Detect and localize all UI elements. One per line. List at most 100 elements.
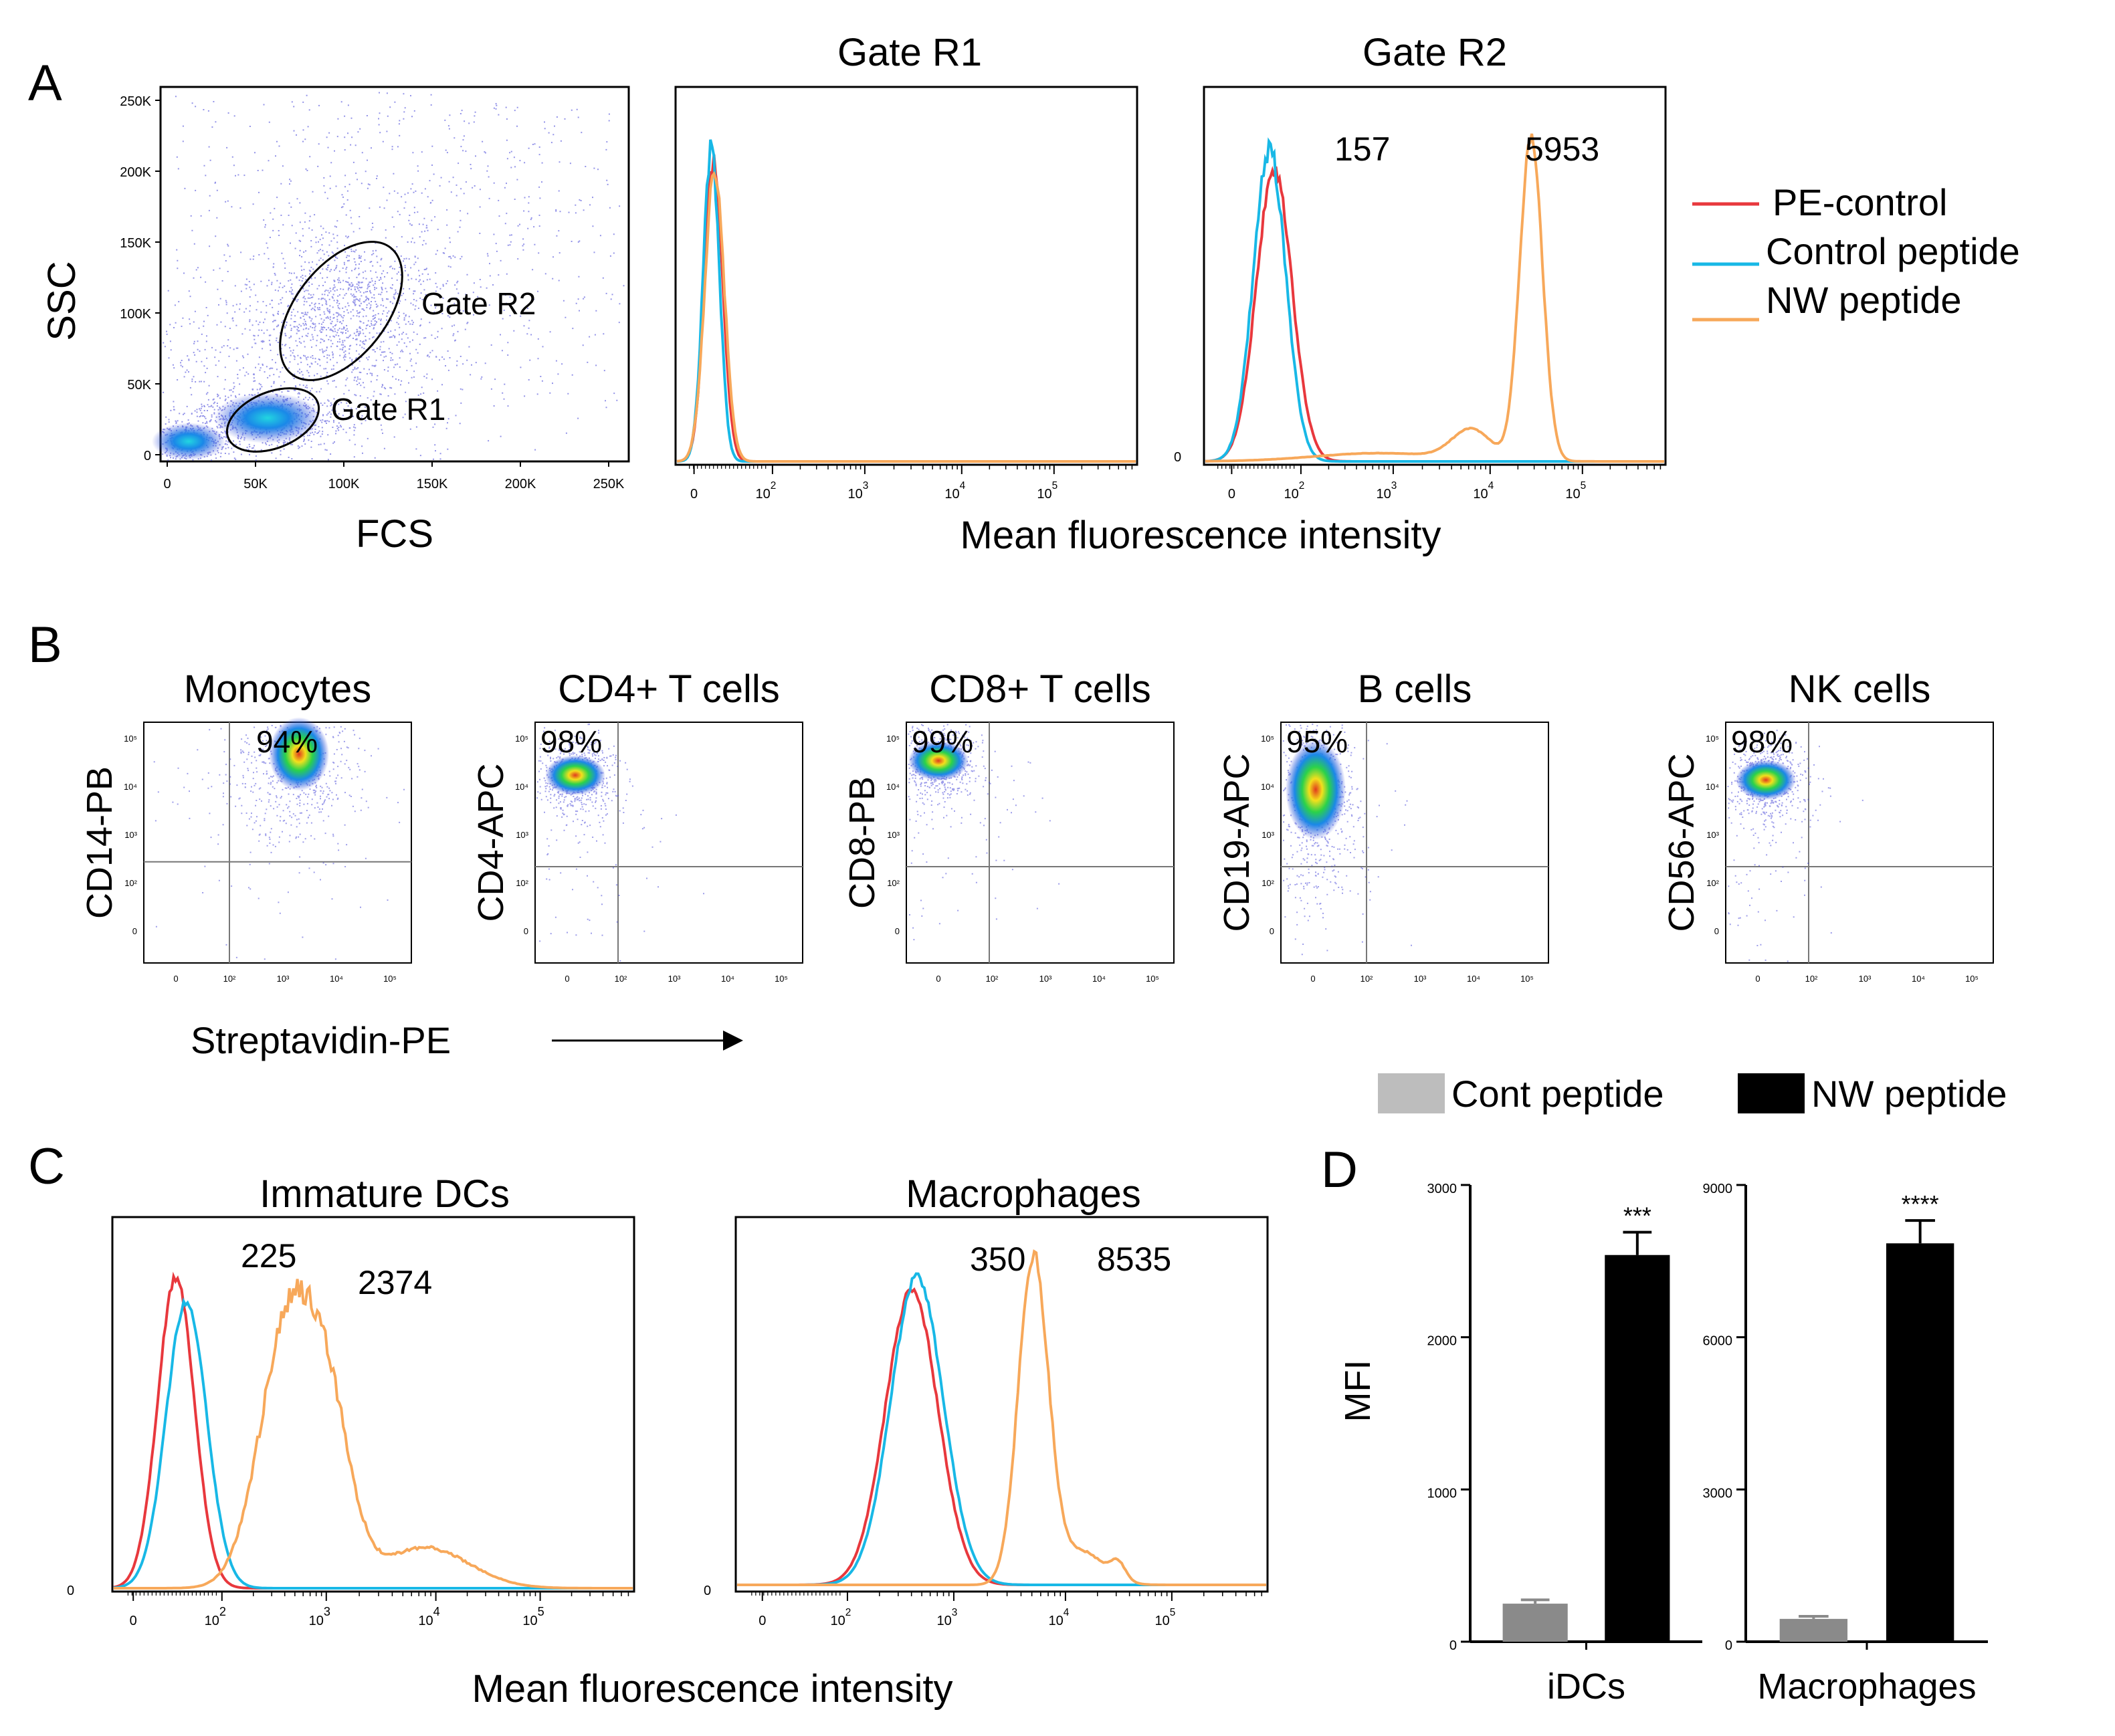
dot-plot-frame [1280, 722, 1549, 964]
scatter-x-tick-label: 200K [505, 477, 536, 492]
gate-r2-ellipse [279, 241, 403, 381]
panel-a-x-label: Mean fluorescence intensity [961, 514, 1441, 557]
log-tick-label: 102 [755, 480, 776, 502]
mac-value-nw: 8535 [1097, 1240, 1171, 1278]
dot-plot-x-tick: 10³ [277, 974, 290, 984]
scatter-x-tick-label: 50K [243, 477, 268, 492]
dot-plot-y-tick: 0 [1270, 926, 1274, 936]
bar-significance: **** [1902, 1190, 1939, 1218]
dot-plot-title: CD8+ T cells [929, 667, 1151, 711]
scatter-y-tick-label: 250K [120, 94, 151, 109]
dot-plot-x-tick: 10⁵ [1965, 974, 1979, 984]
mac-control-peptide-line [737, 1272, 1266, 1586]
bar-nw-peptide [1605, 1255, 1670, 1642]
dot-plot-frame [143, 722, 412, 964]
legend-label-nw-peptide-bar: NW peptide [1811, 1073, 2007, 1115]
dot-plot-x-tick: 0 [1310, 974, 1315, 984]
gate-r2-label: Gate R2 [421, 286, 536, 321]
bar-category-label: Macrophages [1757, 1666, 1976, 1707]
dot-plot-x-tick: 10³ [1859, 974, 1872, 984]
idc-value-control: 225 [241, 1237, 296, 1275]
log-tick-label: 104 [944, 480, 965, 502]
log-tick-label: 102 [205, 1605, 226, 1628]
dot-plot-x-tick: 10⁴ [1467, 974, 1480, 984]
mac-value-control: 350 [970, 1240, 1025, 1278]
scatter-y-tick-label: 200K [120, 165, 151, 180]
panel-a-scatter: Gate R2 Gate R1 0 50K 100K 150K 200K 250K 0 50… [40, 86, 630, 556]
scatter-y-tick-label: 100K [120, 307, 151, 322]
dot-plot-density [908, 740, 969, 781]
scatter-density-r1 [214, 393, 321, 443]
scatter-x-tick-label: 250K [593, 477, 625, 492]
dot-plot-x-tick: 0 [1755, 974, 1760, 984]
panel-b-x-label: Streptavidin-PE [191, 1019, 451, 1061]
scatter-y-tick-label: 150K [120, 236, 151, 251]
dot-plot-y-label: CD56-APC [1661, 753, 1702, 932]
log-tick-label: 105 [1154, 1607, 1175, 1628]
dot-plot-events [1282, 724, 1412, 956]
scatter-y-tick-label: 0 [144, 449, 151, 463]
log-tick-label: 103 [309, 1605, 330, 1628]
dot-plot-y-tick: 10² [887, 878, 900, 888]
panel-a-legend: PE-control Control peptide NW peptide [1692, 181, 2020, 322]
scatter-y-label: SSC [40, 261, 84, 340]
scatter-x-tick-label: 100K [328, 477, 360, 492]
bar-chart-macrophages: 0 3000 6000 9000 **** Macrophages [1703, 1182, 1988, 1707]
scatter-y-ticks: 0 50K 100K 150K 200K 250K [120, 94, 161, 463]
dot-plot-y-tick: 10² [1262, 878, 1274, 888]
bar-cont-peptide [1779, 1618, 1848, 1642]
bar-category-label: iDCs [1547, 1666, 1625, 1707]
bar-y-tick-label: 3000 [1427, 1182, 1457, 1196]
dot-plot-y-tick: 10⁵ [515, 734, 528, 744]
dot-plot-y-tick: 10⁵ [124, 734, 137, 744]
log-tick-label: 105 [1037, 480, 1058, 502]
dot-plot-y-label: CD4-APC [471, 763, 511, 921]
panel-d-legend: Cont peptide NW peptide [1378, 1073, 2007, 1115]
dot-plot-3: B cells 95% CD19-APC 0 0 10² 10² 10³ 10³ 10⁴ 10⁴ 10… [1217, 667, 1549, 984]
panel-letter-a: A [28, 55, 62, 112]
dot-plot-percent: 95% [1286, 724, 1348, 759]
dot-plot-x-tick: 10⁵ [1520, 974, 1534, 984]
dot-plot-percent: 98% [540, 724, 602, 759]
bar-y-tick-label: 0 [1725, 1638, 1732, 1653]
dot-plot-2: CD8+ T cells 99% CD8-PB 0 0 10² 10² 10³ 10³ 10⁴ 10… [842, 667, 1175, 984]
dot-plot-y-tick: 10³ [1262, 830, 1274, 840]
dot-plot-y-tick: 10⁵ [886, 734, 900, 744]
idc-nw-peptide-line [114, 1279, 633, 1590]
log-tick-label: 0 [759, 1614, 766, 1628]
log-tick-label: 0 [1228, 487, 1235, 502]
dot-plot-y-tick: 10⁴ [515, 782, 528, 792]
dot-plot-x-tick: 10⁴ [1912, 974, 1925, 984]
hist-r1-pe-control-line [676, 154, 1136, 463]
dot-plot-0: Monocytes 94% CD14-PB 0 0 10² 10² 10³ 10³ 10⁴ 10⁴ 1… [80, 667, 412, 984]
scatter-y-tick-label: 50K [127, 378, 151, 393]
hist-r2-value-control: 157 [1334, 130, 1390, 168]
dot-plot-x-tick: 10⁴ [721, 974, 734, 984]
hist-r2-pe-control-line [1205, 166, 1664, 463]
idc-x-ticks: 0 102 103 104 105 [127, 1592, 629, 1628]
panel-a-hist-r1: Gate R1 0 102 103 104 105 [674, 31, 1138, 502]
log-tick-label: 103 [1376, 480, 1397, 502]
scatter-dot-cloud [162, 92, 625, 461]
legend-swatch-nw-peptide-bar [1738, 1073, 1805, 1113]
dot-plot-y-label: CD8-PB [842, 776, 882, 909]
dot-plot-x-tick: 10² [1805, 974, 1818, 984]
bar-nw-peptide [1886, 1243, 1954, 1642]
mac-frame [734, 1216, 1269, 1593]
log-tick-label: 102 [1284, 480, 1304, 502]
legend-label-control-peptide: Control peptide [1766, 230, 2020, 272]
dot-plot-x-tick: 10³ [668, 974, 681, 984]
idc-frame [111, 1216, 635, 1593]
log-tick-label: 0 [690, 487, 698, 502]
scatter-frame [159, 86, 630, 463]
dot-plot-4: NK cells 98% CD56-APC 0 0 10² 10² 10³ 10³ 10⁴ 10⁴ 1… [1661, 667, 1994, 984]
hist-r2-nw-peptide-line [1205, 133, 1664, 463]
mac-x-ticks: 0 102 103 104 105 [751, 1592, 1263, 1628]
gate-r1-ellipse [225, 387, 320, 453]
dot-plot-x-tick: 0 [173, 974, 178, 984]
log-tick-label: 0 [130, 1614, 137, 1628]
dot-plot-y-tick: 10³ [887, 830, 900, 840]
dot-plot-y-tick: 10⁴ [1261, 782, 1274, 792]
mac-title: Macrophages [906, 1172, 1140, 1216]
